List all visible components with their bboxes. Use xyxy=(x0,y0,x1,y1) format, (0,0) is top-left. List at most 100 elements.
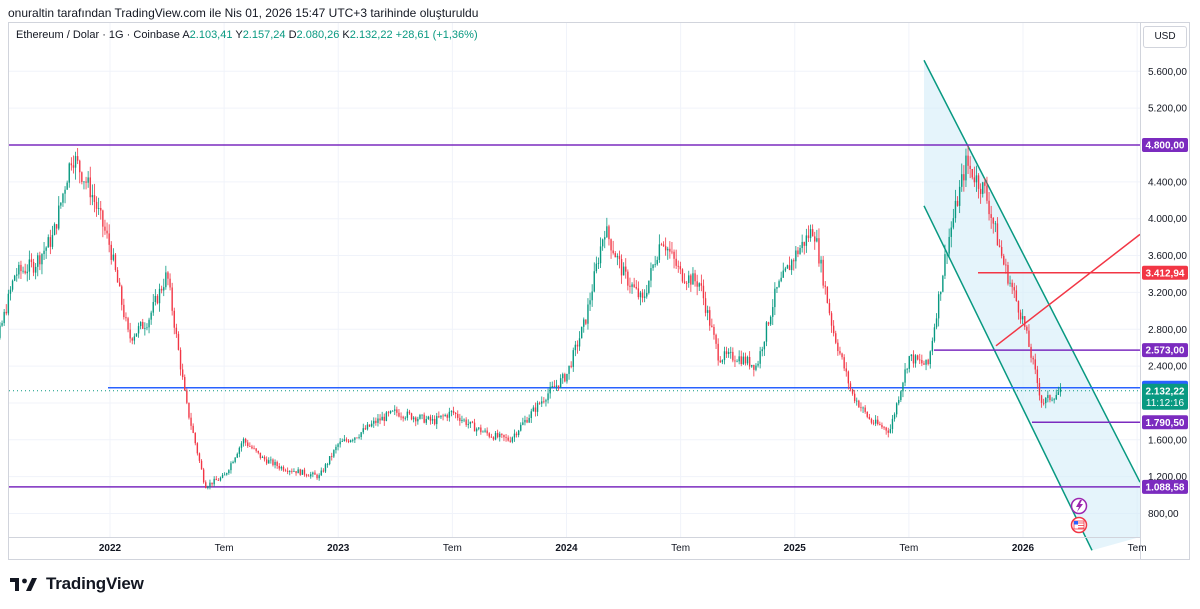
candle-body xyxy=(95,201,98,209)
candle-body xyxy=(337,444,339,447)
candle-body xyxy=(209,482,211,487)
candle-body xyxy=(1030,346,1032,358)
level-badge xyxy=(1142,343,1188,358)
candle-body xyxy=(650,268,652,281)
candle-body xyxy=(832,325,835,334)
candle-body xyxy=(515,433,518,436)
candle-body xyxy=(1024,316,1026,327)
candle-body xyxy=(184,377,186,391)
candle-body xyxy=(102,210,104,227)
candle-body xyxy=(891,418,894,430)
candle-body xyxy=(935,318,938,328)
candle-body xyxy=(484,430,486,432)
candle-body xyxy=(641,292,644,298)
y-tick-label: 2.800,00 xyxy=(1148,325,1187,336)
candle-body xyxy=(517,430,520,436)
candle-body xyxy=(284,470,287,472)
lightning-event-icon[interactable] xyxy=(1070,497,1088,515)
candle-body xyxy=(969,165,971,169)
candle-body xyxy=(1011,282,1013,288)
candle-body xyxy=(51,235,54,247)
candle-body xyxy=(322,470,325,472)
high-label: Y xyxy=(235,29,243,41)
candle-body xyxy=(879,424,881,425)
candle-body xyxy=(746,356,749,364)
candle-body xyxy=(253,448,255,450)
candle-body xyxy=(349,440,352,443)
candle-body xyxy=(656,259,658,265)
candle-body xyxy=(452,410,455,413)
open-label: A xyxy=(182,29,190,41)
candle-body xyxy=(129,329,131,339)
candle-body xyxy=(744,356,747,364)
candle-body xyxy=(366,424,369,430)
y-tick-label: 1.600,00 xyxy=(1148,435,1187,446)
candle-body xyxy=(238,447,241,454)
candle-body xyxy=(759,351,761,364)
candle-body xyxy=(595,263,598,272)
candle-body xyxy=(417,418,419,422)
candle-body xyxy=(3,311,5,324)
candle-body xyxy=(301,469,304,475)
candle-body xyxy=(104,226,106,231)
candle-body xyxy=(675,258,677,266)
candle-body xyxy=(868,416,871,420)
candle-body xyxy=(467,423,469,425)
candle-body xyxy=(58,205,60,229)
candle-body xyxy=(860,407,862,409)
candle-body xyxy=(564,374,566,382)
candle-body xyxy=(614,253,616,258)
candle-body xyxy=(431,418,434,421)
tradingview-logo[interactable]: TradingView xyxy=(10,574,144,594)
candle-body xyxy=(805,235,808,246)
candle-body xyxy=(742,356,745,365)
candle-body xyxy=(709,310,711,326)
candle-body xyxy=(784,268,787,271)
x-tick-label: Tem xyxy=(215,543,234,554)
candle-body xyxy=(889,429,892,433)
candle-body xyxy=(478,427,480,429)
currency-selector[interactable]: USD xyxy=(1143,26,1187,48)
flag-body xyxy=(1073,520,1085,530)
candle-body xyxy=(667,248,669,251)
candle-body xyxy=(996,223,999,246)
candle-body xyxy=(127,318,129,330)
candle-body xyxy=(492,437,495,440)
candle-body xyxy=(326,464,329,465)
candle-body xyxy=(967,155,969,166)
candle-body xyxy=(526,419,528,423)
candle-body xyxy=(940,291,942,295)
candle-body xyxy=(937,294,940,319)
low-value: 2.080,26 xyxy=(296,29,340,41)
candle-body xyxy=(538,402,541,404)
level-badge xyxy=(1142,479,1188,494)
symbol-name[interactable]: Ethereum / Dolar · 1G · Coinbase xyxy=(16,29,180,41)
candle-body xyxy=(354,437,356,440)
candle-body xyxy=(133,336,136,341)
candle-body xyxy=(648,280,650,293)
candle-body xyxy=(1059,386,1062,393)
candle-body xyxy=(583,319,585,327)
candle-body xyxy=(811,229,814,237)
candle-body xyxy=(501,433,503,435)
candle-body xyxy=(406,411,409,418)
candle-body xyxy=(522,422,524,425)
candle-body xyxy=(265,459,268,464)
x-tick-label: Tem xyxy=(671,543,690,554)
candle-body xyxy=(988,200,990,215)
candle-body xyxy=(97,207,100,209)
candle-body xyxy=(725,351,728,355)
candle-body xyxy=(152,302,154,313)
candle-body xyxy=(276,461,278,467)
candle-body xyxy=(956,200,959,206)
candle-body xyxy=(1005,264,1007,266)
candle-body xyxy=(343,439,346,442)
us-flag-event-icon[interactable] xyxy=(1070,516,1088,534)
open-value: 2.103,41 xyxy=(189,29,233,41)
candle-body xyxy=(685,282,688,284)
candle-body xyxy=(410,413,413,420)
candle-body xyxy=(234,457,236,462)
candle-body xyxy=(347,440,350,443)
candle-body xyxy=(387,412,390,414)
